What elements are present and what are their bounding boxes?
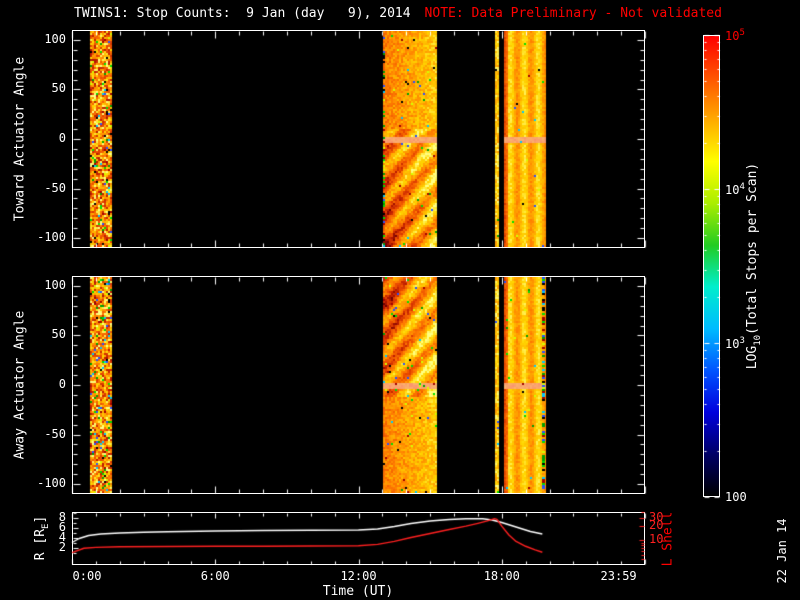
colorbar-tick-label: 104 bbox=[725, 181, 745, 197]
xaxis-title: Time (UT) bbox=[322, 584, 394, 599]
r-tick-label: 2 bbox=[58, 540, 66, 554]
y-tick-label: 50 bbox=[51, 81, 66, 96]
y-tick-label: 50 bbox=[51, 327, 66, 342]
y-tick-label: -50 bbox=[44, 180, 66, 195]
y-tick-label: -100 bbox=[37, 476, 66, 491]
toward-panel-frame bbox=[72, 30, 645, 248]
x-tick-label: 6:00 bbox=[200, 569, 230, 583]
date-stamp: 22 Jan 14 bbox=[775, 518, 789, 584]
x-tick-label: 23:59 bbox=[600, 569, 637, 583]
colorbar-title: LOG10(Total Stops per Scan) bbox=[745, 163, 763, 370]
x-tick-label: 12:00 bbox=[340, 569, 377, 583]
colorbar bbox=[703, 35, 720, 497]
x-tick-label: 18:00 bbox=[483, 569, 520, 583]
y-tick-label: 0 bbox=[58, 377, 66, 391]
y-tick-label: 100 bbox=[44, 31, 66, 46]
colorbar-title-suffix: (Total Stops per Scan) bbox=[745, 162, 761, 335]
y-tick-label: -50 bbox=[44, 426, 66, 441]
lshell-tick-label: 20 bbox=[649, 518, 664, 533]
title-row: TWINS1: Stop Counts: 9 Jan (day 9), 2014… bbox=[74, 6, 722, 21]
colorbar-tick-label: 103 bbox=[725, 336, 745, 351]
y-tick-label: -100 bbox=[37, 230, 66, 245]
x-tick-label: 0:00 bbox=[72, 569, 102, 583]
colorbar-title-prefix: LOG bbox=[745, 345, 761, 370]
y-tick-label: 0 bbox=[58, 131, 66, 145]
preliminary-note: NOTE: Data Preliminary - Not validated bbox=[424, 6, 722, 21]
away-panel-frame bbox=[72, 276, 645, 494]
colorbar-title-sub: 10 bbox=[752, 334, 763, 346]
page-title: TWINS1: Stop Counts: 9 Jan (day 9), 2014 bbox=[74, 6, 411, 21]
colorbar-tick-label: 100 bbox=[725, 490, 747, 504]
y-tick-label: 100 bbox=[44, 277, 66, 292]
colorbar-tick-label: 105 bbox=[725, 28, 745, 43]
colorbar-gradient bbox=[704, 36, 719, 496]
orbit-panel-frame bbox=[72, 512, 645, 565]
lshell-tick-label: 10 bbox=[649, 532, 664, 547]
